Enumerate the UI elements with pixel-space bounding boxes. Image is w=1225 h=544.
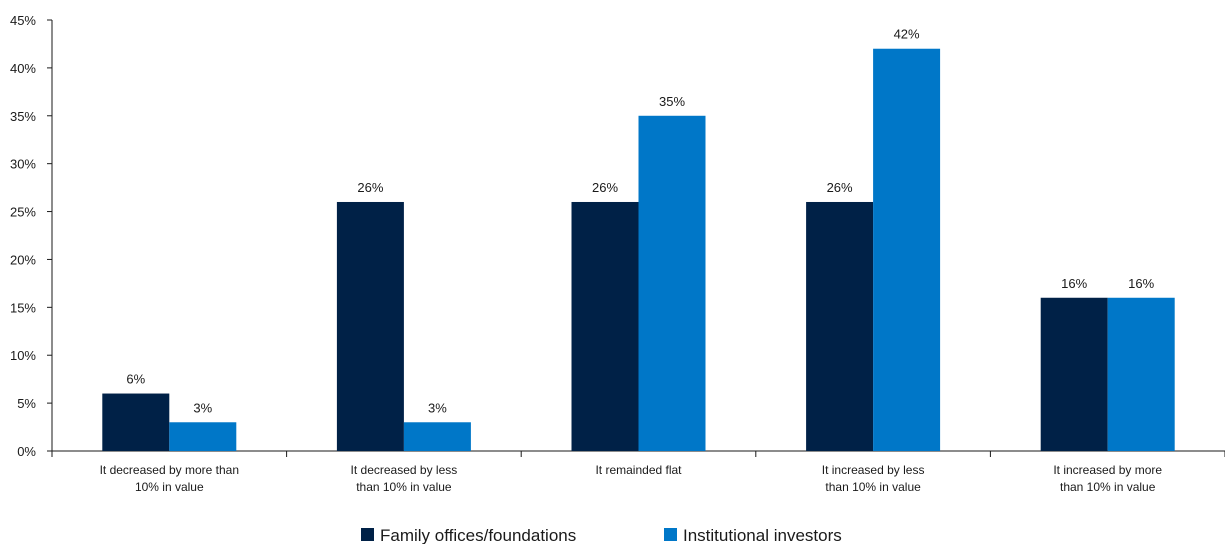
bar — [806, 201, 874, 451]
y-axis: 0% 5% 10% 15% 20% 25% 30% 35% 40% 45% — [10, 13, 53, 459]
category-label: It decreased by more than 10% in value — [100, 463, 239, 494]
category-label: It decreased by less than 10% in value — [351, 463, 458, 494]
legend-swatch — [664, 528, 677, 541]
data-label: 3% — [428, 400, 447, 415]
y-tick-label: 30% — [10, 157, 36, 172]
legend: Family offices/foundations Institutional … — [361, 526, 842, 544]
y-tick-label: 10% — [10, 348, 36, 363]
data-label: 26% — [357, 180, 383, 195]
data-label: 16% — [1128, 276, 1154, 291]
x-axis — [51, 450, 1225, 457]
data-label: 42% — [894, 27, 920, 42]
legend-swatch — [361, 528, 374, 541]
bar — [1107, 297, 1175, 451]
y-tick-label: 35% — [10, 109, 36, 124]
data-label: 35% — [659, 94, 685, 109]
y-tick-label: 20% — [10, 252, 36, 267]
data-label: 26% — [592, 180, 618, 195]
bar — [169, 422, 237, 451]
data-label: 16% — [1061, 276, 1087, 291]
bar — [638, 115, 706, 452]
bar — [403, 422, 471, 451]
y-tick-label: 25% — [10, 205, 36, 220]
category-label: It remainded flat — [595, 463, 682, 477]
data-label: 3% — [193, 400, 212, 415]
category-labels: It decreased by more than 10% in value It … — [100, 463, 1163, 494]
category-label: It increased by more than 10% in value — [1053, 463, 1162, 494]
legend-label: Institutional investors — [683, 526, 842, 544]
y-tick-label: 15% — [10, 300, 36, 315]
data-label: 26% — [827, 180, 853, 195]
y-tick-label: 40% — [10, 61, 36, 76]
bars — [102, 48, 1175, 452]
bar — [873, 48, 941, 451]
legend-label: Family offices/foundations — [380, 526, 576, 544]
data-labels: 6% 3% 26% 3% 26% 35% 26% 42% 16% 16% — [126, 27, 1154, 416]
bar — [102, 393, 170, 451]
bar — [1040, 297, 1108, 451]
bar — [571, 201, 639, 451]
y-tick-label: 5% — [17, 396, 36, 411]
category-label: It increased by less than 10% in value — [822, 463, 925, 494]
bar — [336, 201, 404, 451]
y-tick-label: 45% — [10, 13, 36, 28]
y-tick-label: 0% — [17, 444, 36, 459]
data-label: 6% — [126, 372, 145, 387]
